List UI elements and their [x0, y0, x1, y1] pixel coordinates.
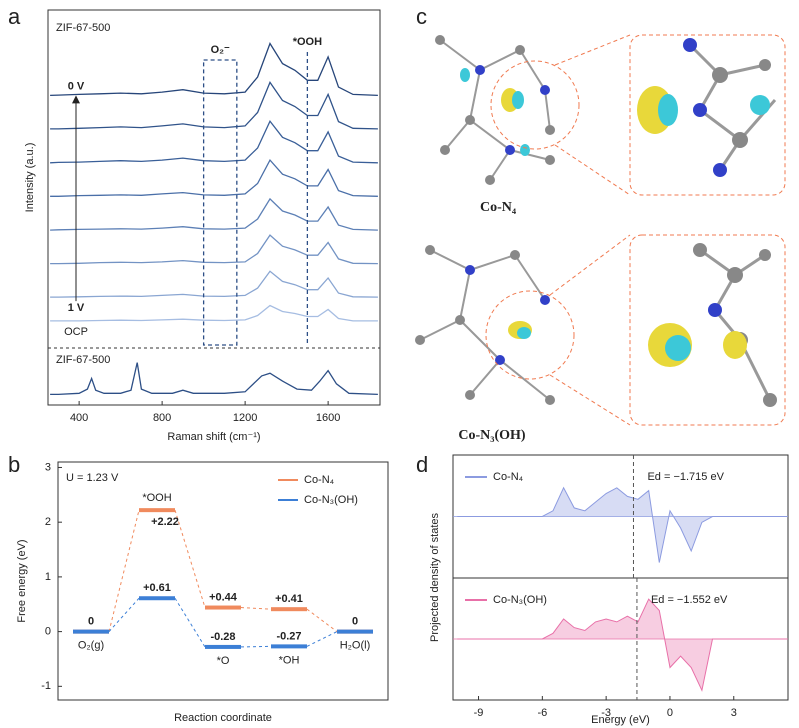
panel-label: d	[416, 452, 428, 477]
potential-label: 1 V	[68, 302, 85, 314]
x-tick-label: -6	[537, 707, 547, 719]
reference-label: ZIF-67-500	[56, 354, 110, 366]
value-label: -0.28	[210, 631, 235, 643]
y-axis-label: Intensity (a.u.)	[24, 143, 36, 213]
spectrum	[50, 158, 378, 197]
reference-spectrum	[50, 362, 378, 396]
spectrum	[50, 304, 378, 322]
x-tick-label: 800	[153, 412, 171, 424]
region-box	[202, 59, 238, 346]
connector	[306, 631, 338, 647]
spectrum	[50, 234, 378, 265]
value-label: 0	[352, 616, 358, 628]
spectrum	[50, 197, 378, 231]
potential-label: 0 V	[68, 80, 85, 92]
d-band-label: Ed = −1.552 eV	[651, 594, 728, 606]
value-label: +2.22	[151, 516, 179, 528]
region-label: O₂⁻	[211, 44, 230, 56]
connector	[174, 509, 206, 608]
x-tick-label: 0	[667, 707, 673, 719]
energy-level	[271, 644, 307, 649]
spectrum	[50, 119, 378, 164]
energy-level	[139, 596, 175, 601]
x-axis-label: Energy (eV)	[591, 714, 650, 726]
legend-label: Co-N₄	[493, 471, 524, 483]
connector	[108, 597, 140, 632]
x-axis-label: Raman shift (cm⁻¹)	[167, 431, 260, 443]
connector	[240, 607, 272, 610]
arrow-head	[72, 95, 80, 104]
value-label: +0.61	[143, 582, 171, 594]
energy-level	[271, 607, 307, 612]
frame	[57, 461, 389, 701]
connector	[240, 645, 272, 648]
category-label: *OOH	[142, 492, 171, 504]
d-band-label: Ed = −1.715 eV	[647, 471, 724, 483]
y-tick-label: -1	[41, 680, 51, 692]
structure-label: Co-N₃(OH)	[458, 428, 526, 443]
x-tick-label: 3	[731, 707, 737, 719]
structure-bottom	[415, 234, 786, 426]
category-label: *OH	[279, 654, 300, 666]
connector	[306, 608, 338, 633]
value-label: 0	[88, 616, 94, 628]
legend-label: Co-N₃(OH)	[493, 594, 547, 606]
y-tick-label: 0	[45, 626, 51, 638]
value-label: -0.27	[276, 630, 301, 642]
pdos-area	[457, 486, 787, 563]
y-tick-label: 2	[45, 516, 51, 528]
panel-label: b	[8, 452, 20, 477]
energy-level	[337, 629, 373, 634]
energy-level	[73, 629, 109, 634]
sample-label: ZIF-67-500	[56, 22, 110, 34]
energy-level	[139, 508, 175, 513]
panel-label: c	[416, 4, 427, 29]
x-axis-label: Reaction coordinate	[174, 712, 272, 724]
category-label: H₂O(l)	[340, 640, 371, 652]
energy-level	[205, 644, 241, 649]
y-tick-label: 1	[45, 571, 51, 583]
frame	[47, 9, 381, 406]
y-axis-label: Projected density of states	[429, 512, 441, 642]
x-tick-label: 1600	[316, 412, 340, 424]
annotation: U = 1.23 V	[66, 472, 119, 484]
spectrum	[50, 81, 378, 130]
value-label: +0.41	[275, 593, 303, 605]
panel-label: a	[8, 4, 21, 29]
legend-label: Co-N₃(OH)	[304, 494, 358, 506]
connector	[108, 510, 140, 632]
connector	[174, 597, 206, 648]
structure-label: Co-N₄	[480, 200, 517, 215]
x-tick-label: 1200	[233, 412, 257, 424]
value-label: +0.44	[209, 591, 238, 603]
region-label: *OOH	[293, 36, 322, 48]
pdos-area	[457, 598, 787, 692]
y-tick-label: 3	[45, 461, 51, 473]
spectrum	[50, 42, 378, 97]
category-label: O₂(g)	[78, 640, 104, 652]
x-tick-label: -3	[601, 707, 611, 719]
spectrum	[50, 270, 378, 298]
structure-top	[435, 34, 786, 196]
category-label: *O	[217, 655, 230, 667]
energy-level	[205, 605, 241, 610]
x-tick-label: -9	[474, 707, 484, 719]
x-tick-label: 400	[70, 412, 88, 424]
y-axis-label: Free energy (eV)	[16, 539, 28, 622]
potential-label: OCP	[64, 326, 88, 338]
legend-label: Co-N₄	[304, 474, 335, 486]
